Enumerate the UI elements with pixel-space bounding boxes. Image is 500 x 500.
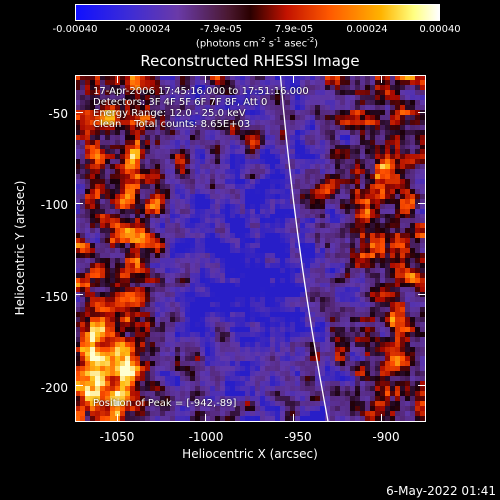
x-tick-label: -1050	[99, 430, 135, 444]
plot-area: 17-Apr-2006 17:45:16.000 to 17:51:16.000…	[75, 75, 426, 422]
limb-overlay	[279, 76, 329, 421]
y-tick-mark	[418, 203, 426, 205]
y-tick-mark	[75, 384, 83, 386]
colorbar	[75, 4, 440, 21]
annotation-line: Energy Range: 12.0 - 25.0 keV	[93, 108, 246, 119]
x-tick-label: -900	[372, 430, 400, 444]
y-tick-label: -150	[40, 290, 68, 304]
colorbar-tick: -0.00024	[125, 24, 171, 35]
y-tick-mark	[75, 293, 83, 295]
x-tick-label: -1000	[188, 430, 224, 444]
annotation-line: Detectors: 3F 4F 5F 6F 7F 8F, Att 0	[93, 97, 268, 108]
footer-timestamp: 6-May-2022 01:41	[386, 484, 496, 498]
y-axis-label: Heliocentric Y (arcsec)	[13, 180, 27, 316]
colorbar-tick: 0.00040	[419, 24, 461, 35]
colorbar-unit: (photons cm-2 s-1 asec-2)	[195, 36, 319, 50]
annotation-line: Clean Total counts: 8.65E+03	[93, 119, 251, 130]
peak-position-label: Position of Peak = [-942,-89]	[93, 398, 237, 409]
annotation-line: 17-Apr-2006 17:45:16.000 to 17:51:16.000	[93, 86, 309, 97]
x-tick-mark	[116, 75, 118, 83]
y-tick-mark	[75, 112, 83, 114]
y-tick-mark	[418, 384, 426, 386]
x-tick-label: -950	[284, 430, 312, 444]
x-tick-mark	[380, 414, 382, 422]
y-tick-mark	[418, 112, 426, 114]
x-axis-label: Heliocentric X (arcsec)	[182, 447, 318, 461]
solar-limb-curve	[279, 76, 329, 421]
y-tick-mark	[75, 203, 83, 205]
y-tick-label: -200	[40, 381, 68, 395]
y-tick-mark	[418, 293, 426, 295]
y-tick-label: -50	[48, 107, 68, 121]
x-tick-mark	[204, 414, 206, 422]
colorbar-tick: 0.00024	[346, 24, 388, 35]
x-tick-mark	[292, 75, 294, 83]
colorbar-tick: -7.9e-05	[200, 24, 242, 35]
chart-title: Reconstructed RHESSI Image	[140, 52, 360, 70]
colorbar-tick: -0.00040	[52, 24, 98, 35]
x-tick-mark	[204, 75, 206, 83]
x-tick-mark	[380, 75, 382, 83]
x-tick-mark	[116, 414, 118, 422]
colorbar-tick: 7.9e-05	[274, 24, 314, 35]
y-tick-label: -100	[40, 198, 68, 212]
heatmap-image	[76, 76, 425, 421]
x-tick-mark	[292, 414, 294, 422]
